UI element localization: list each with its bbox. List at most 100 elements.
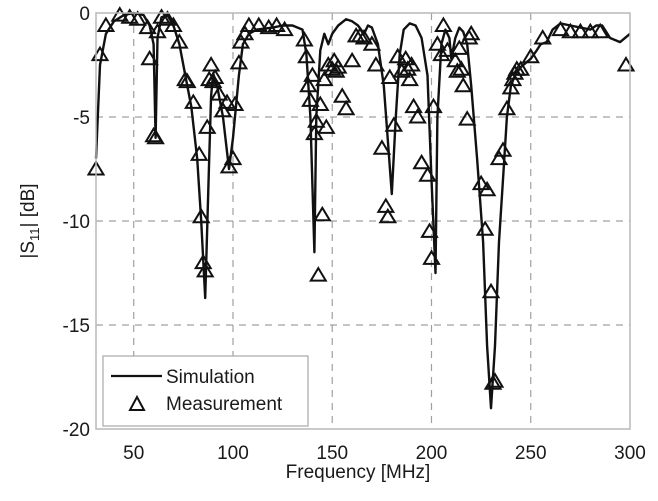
measurement-point	[231, 33, 251, 49]
measurement-point	[452, 60, 471, 76]
y-axis-label-subscript: 11	[27, 227, 42, 241]
measurement-point	[354, 29, 374, 45]
measurement-point	[551, 20, 570, 37]
measurement-point	[477, 180, 497, 197]
measurement-point	[475, 220, 495, 236]
measurement-point	[457, 110, 477, 126]
measurement-point	[412, 153, 431, 170]
measurement-point	[400, 70, 419, 87]
x-axis-label: Frequency [MHz]	[286, 462, 431, 483]
x-tick-label: 200	[416, 443, 448, 464]
measurement-point	[295, 31, 314, 47]
x-tick-label: 300	[614, 443, 646, 464]
measurement-point	[420, 222, 439, 238]
measurement-point	[388, 47, 407, 64]
measurement-point	[481, 282, 501, 299]
measurement-point	[408, 108, 427, 124]
x-tick-label: 150	[316, 443, 348, 464]
measurement-point	[201, 56, 221, 72]
measurement-point	[225, 95, 245, 111]
measurement-point	[184, 93, 203, 109]
measurement-point	[158, 10, 177, 26]
measurement-point	[138, 18, 157, 35]
measurement-point	[178, 72, 197, 89]
measurement-point	[209, 85, 229, 101]
measurement-point	[311, 95, 330, 111]
measurement-point	[434, 16, 453, 32]
measurement-point	[511, 60, 531, 76]
measurement-point	[170, 33, 189, 49]
y-tick-label: -15	[63, 316, 90, 337]
measurement-point	[328, 58, 348, 74]
measurement-point	[110, 6, 130, 22]
measurement-point	[322, 60, 342, 76]
measurement-series	[86, 6, 636, 390]
measurement-point	[120, 8, 139, 24]
measurement-point	[493, 141, 513, 157]
measurement-point	[378, 207, 398, 224]
y-axis-label: |S11| [dB]	[18, 183, 42, 258]
measurement-point	[313, 205, 332, 222]
measurement-point	[229, 53, 249, 70]
measurement-point	[521, 47, 540, 64]
measurement-point	[235, 24, 255, 41]
measurement-point	[217, 93, 237, 109]
legend: Simulation Measurement	[102, 355, 309, 427]
measurement-point	[533, 29, 552, 45]
x-tick-label: 100	[217, 443, 249, 464]
measurement-point	[128, 10, 147, 26]
measurement-point	[189, 145, 209, 161]
measurement-point	[191, 207, 211, 224]
measurement-point	[489, 149, 509, 166]
x-tick-label: 50	[123, 443, 144, 464]
measurement-point	[384, 116, 404, 132]
legend-measurement-label: Measurement	[166, 394, 283, 415]
measurement-point	[372, 139, 392, 155]
measurement-point	[404, 97, 423, 114]
measurement-point	[315, 70, 334, 87]
measurement-point	[450, 39, 469, 55]
measurement-point	[485, 372, 505, 388]
measurement-point	[275, 20, 294, 37]
measurement-point	[453, 76, 473, 93]
measurement-point	[424, 97, 443, 114]
legend-measurement-marker	[128, 394, 146, 411]
measurement-point	[309, 266, 328, 282]
plot-frame	[95, 12, 631, 430]
measurement-point	[581, 22, 600, 39]
y-tick-label: -20	[63, 420, 90, 441]
x-tick-label: 250	[515, 443, 547, 464]
measurement-point	[299, 76, 318, 93]
grid-lines	[96, 13, 630, 429]
measurement-point	[239, 16, 259, 32]
measurement-point	[342, 51, 362, 68]
measurement-point	[307, 112, 326, 128]
measurement-point	[223, 149, 243, 166]
y-tick-label: -5	[73, 108, 90, 129]
measurement-point	[219, 157, 239, 174]
measurement-point	[422, 249, 441, 265]
measurement-point	[402, 56, 421, 72]
y-axis-label-tail: | [dB]	[18, 183, 39, 227]
measurement-point	[297, 47, 316, 64]
measurement-point	[267, 16, 286, 32]
measurement-point	[96, 16, 116, 32]
measurement-point	[301, 91, 320, 107]
measurement-point	[197, 118, 217, 134]
measurement-point	[303, 66, 322, 82]
measurement-point	[571, 22, 590, 39]
measurement-point	[501, 78, 521, 95]
measurement-point	[438, 41, 457, 57]
measurement-point	[148, 22, 167, 39]
measurement-point	[418, 166, 437, 182]
x-tick-labels: 50 100 150 200 250 300	[123, 443, 646, 464]
y-tick-label: -10	[63, 212, 90, 233]
measurement-point	[561, 22, 580, 39]
measurement-point	[366, 56, 386, 72]
measurement-point	[332, 87, 352, 103]
measurement-point	[146, 128, 165, 145]
legend-box	[102, 355, 309, 427]
measurement-point	[195, 261, 215, 278]
measurement-point	[590, 22, 610, 39]
